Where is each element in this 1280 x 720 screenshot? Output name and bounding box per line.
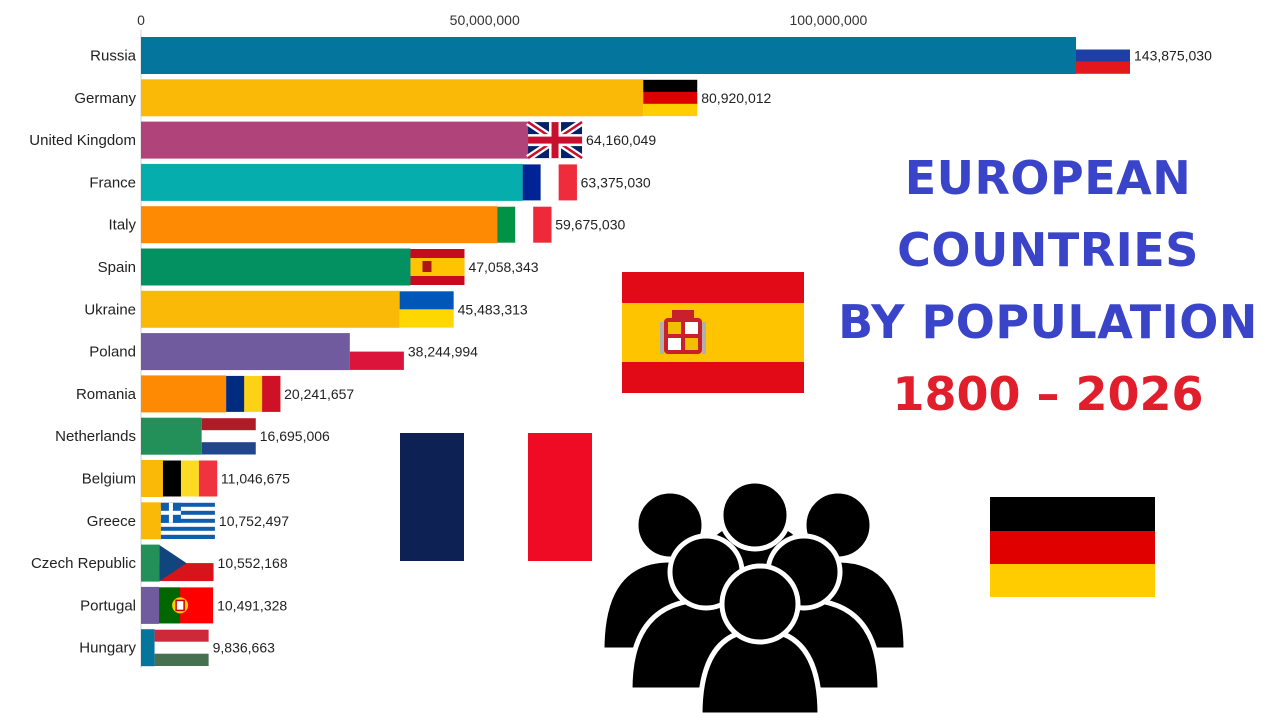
bar-row: United Kingdom 64,160,049 [29,119,656,162]
poland-flag-icon [349,333,404,370]
value-label: 45,483,313 [458,301,528,317]
belgium-flag-icon [162,460,218,497]
bar [141,37,1076,74]
category-label: Germany [74,90,136,107]
value-label: 20,241,657 [284,386,354,402]
x-tick-label: 0 [137,12,145,28]
bar-row: Netherlands 16,695,006 [55,417,330,455]
bar-row: France 63,375,030 [89,163,651,201]
bar [141,79,644,117]
bar [141,163,523,201]
ukraine-flag-icon [399,291,454,328]
category-label: Greece [87,513,136,530]
category-label: Portugal [80,597,136,614]
bar [141,417,202,455]
bar [141,544,160,582]
value-label: 11,046,675 [221,471,290,487]
bar-row: Spain 47,058,343 [98,248,539,286]
title-line-1: EUROPEAN [904,151,1192,205]
category-label: Belgium [82,471,136,488]
value-label: 64,160,049 [586,132,656,148]
czech-republic-flag-icon [159,545,214,582]
russia-flag-icon [1076,37,1130,74]
bar [141,502,161,540]
portugal-flag-icon [159,587,214,624]
bar-row: Portugal 10,491,328 [80,586,287,624]
bar-row: Romania 20,241,657 [76,375,354,413]
bar-row: Germany 80,920,012 [74,79,772,117]
value-label: 10,752,497 [219,513,289,529]
bar [141,375,227,413]
x-tick-label: 50,000,000 [450,12,520,28]
value-label: 38,244,994 [408,344,478,360]
value-label: 9,836,663 [213,640,275,656]
spain-flag-large-icon [622,272,804,393]
x-tick-label: 100,000,000 [789,12,867,28]
value-label: 80,920,012 [701,90,771,106]
people-group-icon [599,478,909,718]
germany-flag-large-icon [990,497,1155,597]
category-label: Italy [108,217,136,234]
category-label: United Kingdom [29,132,136,149]
chart-title: EUROPEAN COUNTRIES BY POPULATION 1800 – … [818,142,1278,430]
bar [141,333,350,371]
category-label: Spain [98,259,136,276]
france-flag-icon [522,164,577,201]
bar-row: Belgium 11,046,675 [82,460,290,497]
title-line-2: COUNTRIES [897,223,1199,277]
spain-flag-icon [410,249,465,285]
romania-flag-icon [226,375,281,412]
category-label: Russia [90,48,137,65]
value-label: 59,675,030 [555,217,625,233]
bar [141,629,155,667]
value-label: 47,058,343 [468,259,538,275]
title-line-3: BY POPULATION [838,295,1258,349]
category-label: Romania [76,386,137,403]
category-label: Hungary [79,640,136,657]
bar-row: Italy 59,675,030 [108,206,625,244]
hungary-flag-icon [154,629,209,666]
united-kingdom-flag-icon [526,119,584,162]
bar-row: Russia 143,875,030 [90,37,1212,74]
bar-row: Ukraine 45,483,313 [84,290,528,328]
value-label: 10,491,328 [217,597,287,613]
category-label: Netherlands [55,428,136,445]
bar [141,121,529,159]
greece-flag-icon [160,502,215,539]
bar-row: Hungary 9,836,663 [79,629,275,667]
france-flag-large-icon [400,433,592,561]
category-label: Czech Republic [31,555,137,572]
category-label: Ukraine [84,301,136,318]
bar-row: Poland 38,244,994 [89,333,478,371]
bar-row: Greece 10,752,497 [87,502,289,540]
germany-flag-icon [643,79,698,117]
italy-flag-icon [497,206,552,243]
value-label: 63,375,030 [581,174,651,190]
bar [141,290,400,328]
bar-row: Czech Republic 10,552,168 [31,544,288,582]
title-years: 1800 – 2026 [892,367,1204,421]
value-label: 16,695,006 [260,428,330,444]
bar [141,460,163,497]
bar [141,586,160,624]
category-label: Poland [89,344,136,361]
bar [141,248,411,286]
value-label: 143,875,030 [1134,48,1212,64]
category-label: France [89,174,136,191]
netherlands-flag-icon [201,418,256,455]
value-label: 10,552,168 [218,555,288,571]
bar [141,206,498,244]
